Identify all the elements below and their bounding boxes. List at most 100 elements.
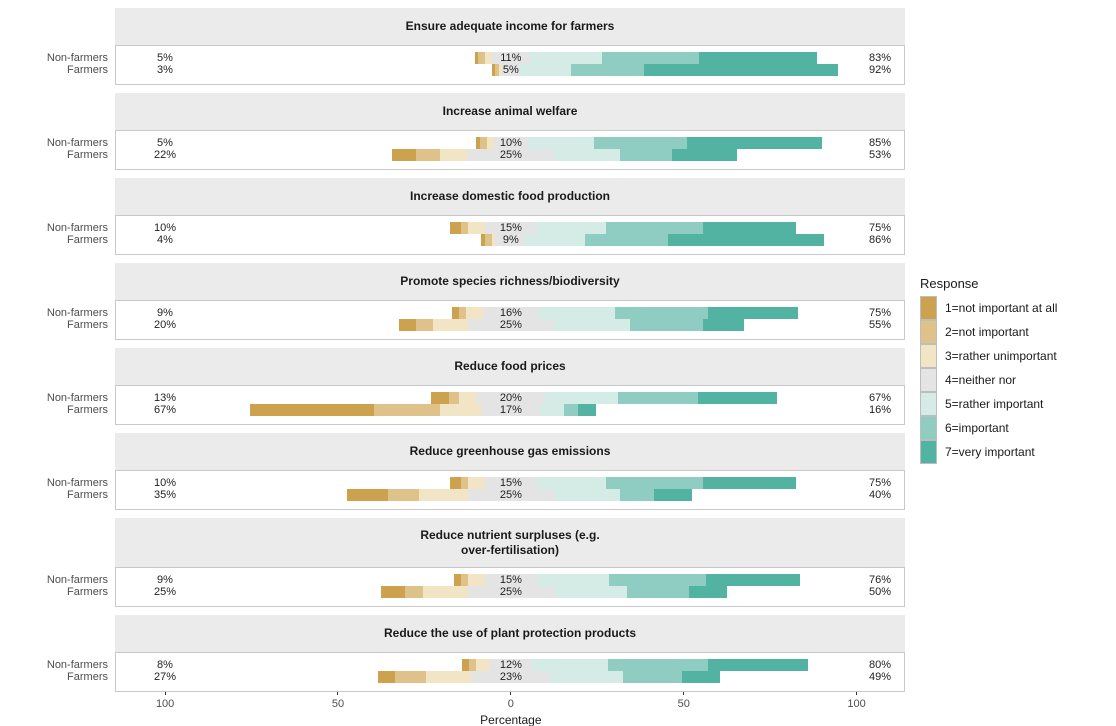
pct-label-neutral: 15% [499, 574, 522, 586]
pct-label-unimportant: 67% [153, 404, 177, 416]
pct-label-neutral: 9% [502, 234, 519, 246]
bar-segment-cat5 [545, 392, 619, 404]
bar-segment-cat1 [249, 404, 375, 416]
pct-label-unimportant: 3% [157, 64, 173, 76]
facet-title-strip: Ensure adequate income for farmers [115, 8, 905, 45]
facet-title-strip: Reduce nutrient surpluses (e.g. over-fer… [115, 518, 905, 567]
group-label-non-farmers: Non-farmers [46, 307, 108, 319]
group-label-non-farmers: Non-farmers [46, 477, 108, 489]
group-label-farmers: Farmers [67, 671, 108, 683]
pct-label-important: 50% [868, 586, 891, 598]
bar-segment-cat2 [388, 489, 420, 501]
bar-segment-cat5 [519, 64, 572, 76]
bar-segment-cat5 [550, 671, 624, 683]
bar-segment-cat3 [484, 52, 492, 64]
pct-label-unimportant: 5% [157, 52, 173, 64]
x-axis-tick-label: 50 [331, 698, 345, 710]
bar-segment-cat1 [474, 52, 478, 64]
bar-segment-cat4 [483, 307, 539, 319]
bar-segment-cat4 [484, 477, 537, 489]
bar-segment-cat2 [460, 222, 468, 234]
bar-segment-cat3 [439, 149, 468, 161]
x-axis-tick-label: 100 [847, 698, 866, 710]
bar-segment-cat7 [697, 392, 778, 404]
bar-segment-cat6 [602, 52, 700, 64]
pct-label-unimportant: 27% [153, 671, 177, 683]
pct-label-important: 85% [868, 137, 891, 149]
bar-segment-cat5 [538, 307, 615, 319]
legend-item: 6=important [920, 415, 1057, 440]
bar-segment-cat3 [465, 307, 484, 319]
bar-segment-cat2 [479, 137, 487, 149]
pct-label-important: 53% [868, 149, 891, 161]
legend-key-swatch [920, 415, 937, 440]
pct-label-unimportant: 9% [157, 307, 173, 319]
bar-segment-cat5 [526, 234, 586, 246]
bar-segment-cat3 [459, 392, 477, 404]
bar-segment-cat5 [536, 222, 606, 234]
pct-label-unimportant: 5% [157, 137, 173, 149]
pct-label-important: 67% [868, 392, 891, 404]
group-label-farmers: Farmers [67, 586, 108, 598]
bar-segment-cat7 [687, 137, 823, 149]
facet-title-strip: Reduce the use of plant protection produ… [115, 615, 905, 652]
bar-segment-cat2 [469, 659, 477, 671]
legend-key-label: 3=rather unimportant [945, 349, 1057, 363]
bar-segment-cat4 [471, 671, 551, 683]
bar-segment-cat2 [484, 234, 492, 246]
legend-item: 1=not important at all [920, 295, 1057, 320]
legend-key-swatch [920, 391, 937, 416]
legend-title: Response [920, 276, 979, 291]
bar-segment-cat3 [422, 586, 468, 598]
bar-segment-cat4 [491, 52, 530, 64]
pct-label-unimportant: 9% [157, 574, 173, 586]
bar-segment-cat6 [571, 64, 644, 76]
legend-item: 4=neither nor [920, 367, 1057, 392]
bar-segment-cat1 [381, 586, 406, 598]
bar-segment-cat1 [431, 392, 449, 404]
bar-segment-cat1 [453, 574, 461, 586]
bar-segment-cat6 [618, 392, 698, 404]
group-label-non-farmers: Non-farmers [46, 52, 108, 64]
legend-key-label: 7=very important [945, 445, 1035, 459]
bar-segment-cat2 [459, 307, 466, 319]
bar-segment-cat7 [671, 149, 738, 161]
x-axis-tick [164, 692, 166, 695]
bar-segment-cat7 [707, 307, 798, 319]
legend-item: 2=not important [920, 319, 1057, 344]
x-axis-tick-label: 50 [677, 698, 690, 710]
bar-segment-cat7 [643, 64, 838, 76]
pct-label-neutral: 23% [499, 671, 522, 683]
bar-segment-cat3 [467, 222, 485, 234]
x-axis-tick-label: 0 [507, 698, 514, 710]
legend-key-swatch [920, 343, 937, 368]
bar-segment-cat4 [490, 659, 532, 671]
x-axis-tick [683, 692, 685, 695]
bar-segment-cat3 [419, 489, 468, 501]
legend-key-swatch [920, 367, 937, 392]
bar-segment-cat2 [495, 64, 499, 76]
bar-segment-cat4 [481, 404, 541, 416]
pct-label-unimportant: 10% [153, 222, 177, 234]
pct-label-neutral: 20% [499, 392, 522, 404]
group-label-non-farmers: Non-farmers [46, 392, 108, 404]
bar-segment-cat6 [609, 574, 707, 586]
bar-segment-cat6 [605, 222, 703, 234]
bar-segment-cat2 [460, 477, 468, 489]
bar-segment-cat4 [467, 489, 555, 501]
group-label-farmers: Farmers [67, 489, 108, 501]
bar-segment-cat3 [491, 234, 496, 246]
bar-segment-cat7 [668, 234, 824, 246]
facet-title-strip: Increase domestic food production [115, 178, 905, 215]
group-label-farmers: Farmers [67, 234, 108, 246]
x-axis-title: Percentage [480, 713, 542, 726]
pct-label-neutral: 17% [499, 404, 522, 416]
pct-label-important: 55% [868, 319, 891, 331]
bar-segment-cat5 [531, 659, 608, 671]
pct-label-important: 83% [868, 52, 891, 64]
bar-segment-cat7 [706, 574, 800, 586]
group-label-farmers: Farmers [67, 149, 108, 161]
bar-segment-cat4 [502, 64, 520, 76]
bar-segment-cat1 [481, 234, 485, 246]
group-label-non-farmers: Non-farmers [46, 137, 108, 149]
